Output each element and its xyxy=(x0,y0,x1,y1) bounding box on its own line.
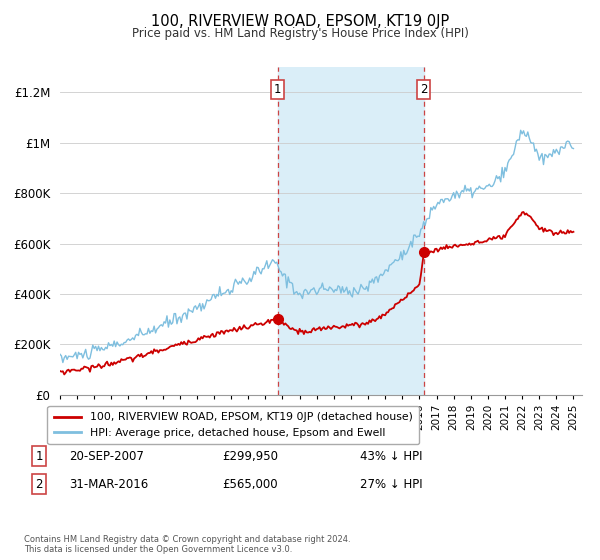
Text: 31-MAR-2016: 31-MAR-2016 xyxy=(69,478,148,491)
Bar xyxy=(278,67,424,395)
Text: Price paid vs. HM Land Registry's House Price Index (HPI): Price paid vs. HM Land Registry's House … xyxy=(131,27,469,40)
Text: 2: 2 xyxy=(35,478,43,491)
Text: 27% ↓ HPI: 27% ↓ HPI xyxy=(360,478,422,491)
Text: 2: 2 xyxy=(420,83,427,96)
Text: 43% ↓ HPI: 43% ↓ HPI xyxy=(360,450,422,463)
Text: 20-SEP-2007: 20-SEP-2007 xyxy=(69,450,144,463)
Text: £299,950: £299,950 xyxy=(222,450,278,463)
Text: Contains HM Land Registry data © Crown copyright and database right 2024.
This d: Contains HM Land Registry data © Crown c… xyxy=(24,535,350,554)
Text: 1: 1 xyxy=(35,450,43,463)
Text: £565,000: £565,000 xyxy=(222,478,278,491)
Text: 100, RIVERVIEW ROAD, EPSOM, KT19 0JP: 100, RIVERVIEW ROAD, EPSOM, KT19 0JP xyxy=(151,14,449,29)
Text: 1: 1 xyxy=(274,83,281,96)
Legend: 100, RIVERVIEW ROAD, EPSOM, KT19 0JP (detached house), HPI: Average price, detac: 100, RIVERVIEW ROAD, EPSOM, KT19 0JP (de… xyxy=(47,406,419,444)
